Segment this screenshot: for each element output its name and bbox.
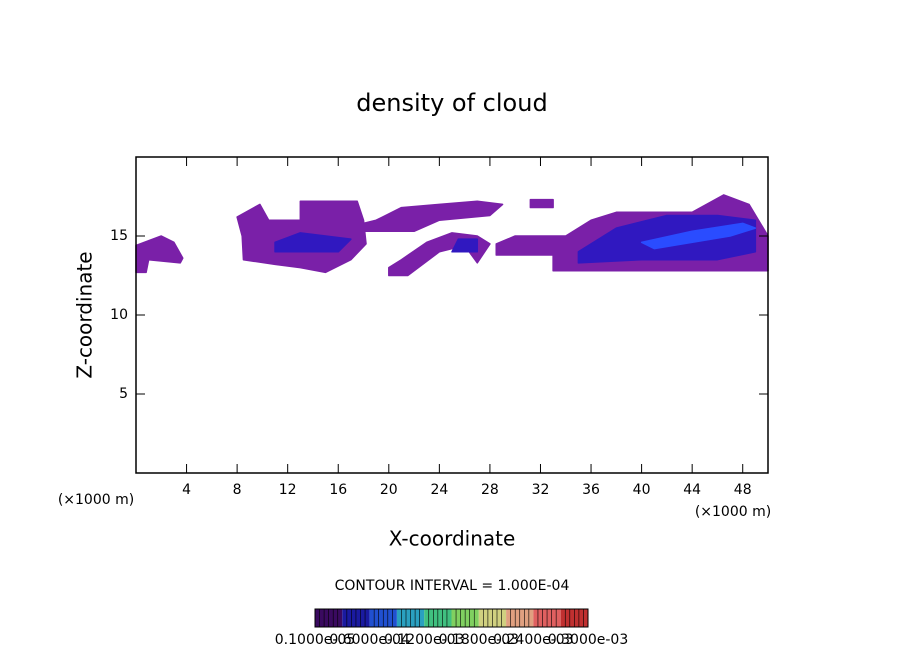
- y-tick-label: 10: [110, 307, 128, 323]
- x-tick-label: 16: [329, 482, 347, 498]
- x-tick-label: 44: [683, 482, 701, 498]
- annotation: CONTOUR INTERVAL = 1.000E-04: [335, 578, 570, 594]
- x-tick-label: 20: [380, 482, 398, 498]
- y-tick-label: 15: [110, 228, 128, 244]
- x-tick-label: 8: [233, 482, 242, 498]
- colorbar-label: 0.3000e-03: [548, 632, 628, 648]
- x-tick-label: 48: [734, 482, 752, 498]
- cloud-region: [135, 235, 184, 274]
- x-tick-label: 24: [430, 482, 448, 498]
- cloud-region: [362, 200, 504, 233]
- colorbar-label: 0.2400e-03: [493, 632, 573, 648]
- cloud-region: [274, 232, 352, 253]
- x-tick-label: 12: [279, 482, 297, 498]
- colorbar-label: 0.1800e-03: [439, 632, 519, 648]
- chart-title: density of cloud: [356, 89, 547, 117]
- colorbar-label: 0.1000e-05: [275, 632, 355, 648]
- x-tick-label: 28: [481, 482, 499, 498]
- cloud-region: [640, 222, 757, 250]
- x-tick-label: 36: [582, 482, 600, 498]
- x-tick-label: 32: [532, 482, 550, 498]
- x-unit: (×1000 m): [695, 504, 771, 520]
- x-axis-label: X-coordinate: [389, 527, 516, 551]
- cloud-region: [451, 238, 479, 253]
- y-tick-label: 5: [119, 386, 128, 402]
- x-tick-label: 4: [182, 482, 191, 498]
- cloud-region: [529, 198, 554, 209]
- colorbar-frame: [314, 608, 589, 628]
- y-axis-label: Z-coordinate: [73, 251, 97, 378]
- colorbar-label: 0.6000e-04: [329, 632, 410, 648]
- colorbar-label: 0.1200e-03: [384, 632, 464, 648]
- y-unit: (×1000 m): [58, 492, 134, 508]
- x-tick-label: 40: [633, 482, 651, 498]
